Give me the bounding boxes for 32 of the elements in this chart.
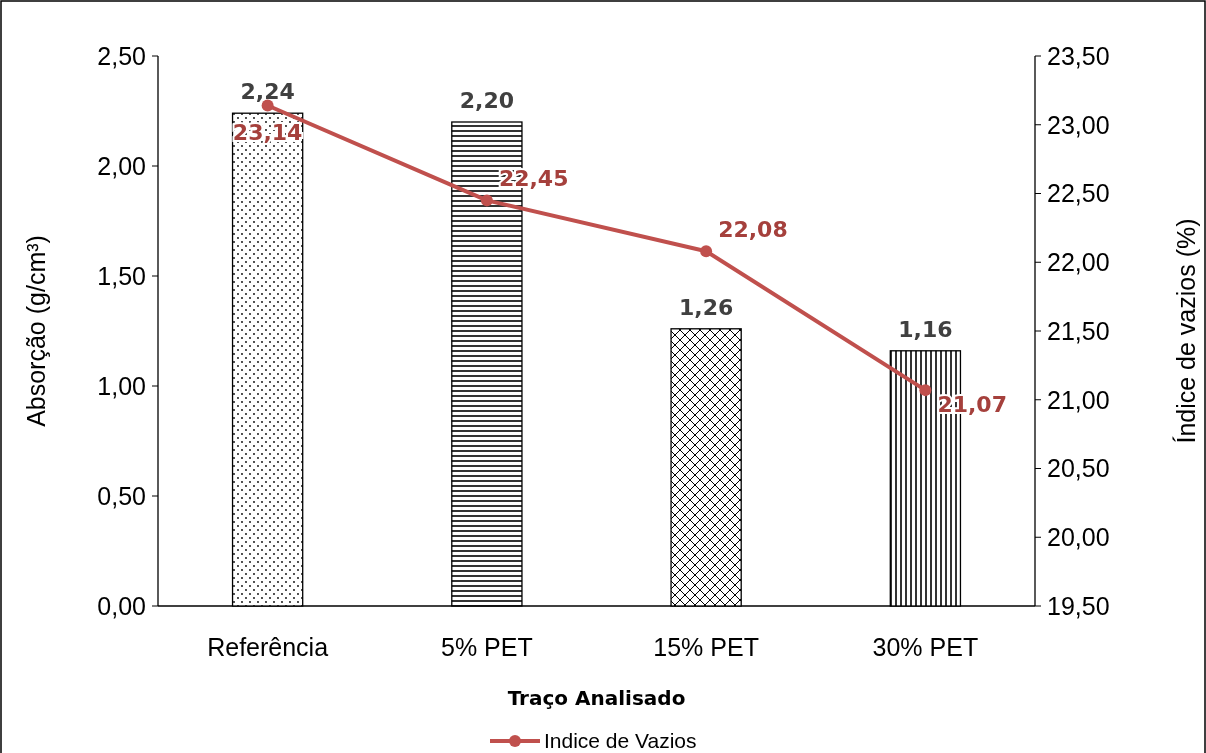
y2-tick-label: 23,50: [1047, 41, 1110, 70]
y-tick-label: 1,50: [97, 261, 146, 290]
data-label: 1,16: [898, 316, 953, 342]
data-label: 22,08: [718, 217, 788, 243]
y-tick-label: 0,00: [97, 591, 146, 620]
y2-tick-label: 23,00: [1047, 110, 1110, 139]
y2-tick-label: 19,50: [1047, 591, 1110, 620]
y2-tick-label: 21,50: [1047, 316, 1110, 345]
data-label: 2,20: [459, 88, 515, 113]
y-tick-label: 2,00: [97, 151, 146, 180]
y2-tick-label: 21,00: [1047, 385, 1110, 414]
data-label: 23,14: [232, 119, 303, 145]
y2-axis-title: Índice de vazios (%): [1172, 218, 1200, 444]
y-tick-label: 1,00: [97, 371, 146, 400]
data-label: 1,26: [678, 294, 734, 320]
x-tick-label: 15% PET: [653, 633, 759, 661]
y2-tick-label: 22,00: [1047, 248, 1110, 276]
y2-tick-label: 22,50: [1047, 179, 1110, 208]
data-label: 2,24: [240, 79, 295, 105]
y2-tick-label: 20,00: [1047, 523, 1110, 551]
legend-label: Indice de Vazios: [544, 729, 697, 753]
y-axis-title: Absorção (g/cm³): [22, 235, 50, 427]
y2-tick-label: 20,50: [1047, 454, 1110, 483]
x-axis-title: Traço Analisado: [507, 686, 686, 710]
point: [919, 384, 932, 397]
x-tick-label: 5% PET: [441, 633, 533, 661]
x-tick-label: 30% PET: [872, 633, 979, 661]
x-tick-label: Referência: [207, 633, 329, 661]
point: [700, 245, 713, 258]
point: [480, 194, 493, 207]
y-tick-label: 2,50: [97, 41, 146, 70]
y-tick-label: 0,50: [97, 481, 146, 510]
